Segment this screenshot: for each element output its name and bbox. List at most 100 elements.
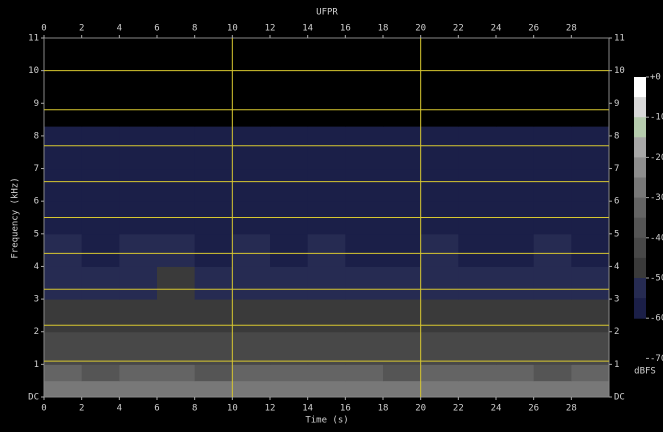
x-tick-label: 8: [192, 404, 197, 414]
colorbar-swatch: [634, 257, 646, 279]
x-tick-label-top: 12: [265, 24, 276, 34]
x-axis-label: Time (s): [305, 416, 348, 426]
heat-cell: [383, 266, 422, 300]
heat-cell: [157, 299, 196, 333]
heat-cell: [44, 233, 83, 267]
heat-cell: [81, 380, 120, 398]
y-tick-label: 7: [34, 164, 39, 174]
heat-cell: [345, 364, 384, 382]
heat-cell: [420, 299, 459, 333]
heat-cell: [119, 364, 158, 382]
heat-cell: [533, 126, 572, 170]
heat-cell: [458, 168, 497, 202]
colorbar-swatch: [634, 278, 646, 299]
y-tick-label: 1: [34, 360, 39, 370]
y-tick-label: 6: [34, 197, 39, 207]
heat-cell: [458, 126, 497, 170]
heat-cell: [232, 380, 271, 398]
colorbar-tick-label: -60: [650, 314, 663, 324]
heat-cell: [571, 364, 610, 382]
colorbar-swatch: [634, 217, 646, 239]
heat-cell: [307, 168, 346, 202]
y-tick-label-right: 3: [614, 295, 619, 305]
colorbar-tick-label: -10: [650, 113, 663, 123]
y-tick-label-right: DC: [614, 393, 625, 403]
colorbar-swatch: [634, 197, 646, 219]
y-tick-label: DC: [28, 393, 39, 403]
heat-cell: [307, 364, 346, 382]
heat-cell: [194, 126, 233, 170]
x-tick-label: 6: [154, 404, 159, 414]
heat-cell: [458, 380, 497, 398]
heat-cell: [345, 233, 384, 267]
heat-cell: [270, 233, 309, 267]
heat-cell: [496, 331, 535, 365]
heat-cell: [345, 168, 384, 202]
heat-cell: [119, 299, 158, 333]
heat-cell: [533, 168, 572, 202]
heat-cell: [420, 266, 459, 300]
y-tick-label: 10: [28, 66, 39, 76]
heat-cell: [383, 168, 422, 202]
heat-cell: [81, 126, 120, 170]
heat-cell: [496, 380, 535, 398]
x-tick-label-top: 10: [227, 24, 238, 34]
x-tick-label-top: 6: [154, 24, 159, 34]
heat-cell: [345, 380, 384, 398]
heat-cell: [383, 299, 422, 333]
heat-cell: [44, 331, 83, 365]
colorbar-tick-label: -50: [650, 274, 663, 284]
x-tick-label-top: 16: [340, 24, 351, 34]
heat-cell: [157, 331, 196, 365]
heat-cell: [571, 299, 610, 333]
heat-cell: [194, 331, 233, 365]
y-tick-label-right: 7: [614, 164, 619, 174]
y-tick-label: 2: [34, 327, 39, 337]
heat-cell: [194, 168, 233, 202]
heat-cell: [119, 168, 158, 202]
heat-cell: [420, 364, 459, 382]
heat-cell: [270, 126, 309, 170]
y-tick-label: 11: [28, 34, 39, 44]
heat-cell: [270, 266, 309, 300]
heat-cell: [307, 126, 346, 170]
heat-cell: [307, 380, 346, 398]
x-tick-label: 2: [79, 404, 84, 414]
heat-cell: [81, 266, 120, 300]
y-tick-label-right: 5: [614, 229, 619, 239]
x-tick-label-top: 26: [528, 24, 539, 34]
x-tick-label-top: 22: [453, 24, 464, 34]
y-tick-label: 8: [34, 131, 39, 141]
heat-cell: [119, 380, 158, 398]
y-tick-label-right: 10: [614, 66, 625, 76]
heat-cell: [194, 364, 233, 382]
heat-cell: [533, 38, 572, 127]
heat-cell: [496, 266, 535, 300]
y-tick-label-right: 9: [614, 99, 619, 109]
x-tick-label: 4: [117, 404, 122, 414]
heat-cell: [496, 299, 535, 333]
y-axis-label: Frequency (kHz): [11, 177, 21, 258]
heat-cell: [383, 364, 422, 382]
heat-cell: [420, 380, 459, 398]
heat-cell: [533, 364, 572, 382]
heat-cell: [533, 266, 572, 300]
heat-cell: [345, 331, 384, 365]
heat-cell: [232, 38, 271, 127]
colorbar-swatch: [634, 298, 646, 319]
x-tick-label: 22: [453, 404, 464, 414]
colorbar-tick-label: -30: [650, 193, 663, 203]
y-tick-label-right: 1: [614, 360, 619, 370]
heat-cell: [119, 233, 158, 267]
heat-cell: [232, 299, 271, 333]
heat-cell: [270, 380, 309, 398]
heat-cell: [119, 126, 158, 170]
heat-cell: [157, 233, 196, 267]
x-tick-label: 20: [415, 404, 426, 414]
heat-cell: [270, 168, 309, 202]
y-tick-label-right: 2: [614, 327, 619, 337]
heat-cell: [533, 380, 572, 398]
heat-cell: [81, 38, 120, 127]
heat-cell: [496, 233, 535, 267]
heat-cell: [383, 233, 422, 267]
